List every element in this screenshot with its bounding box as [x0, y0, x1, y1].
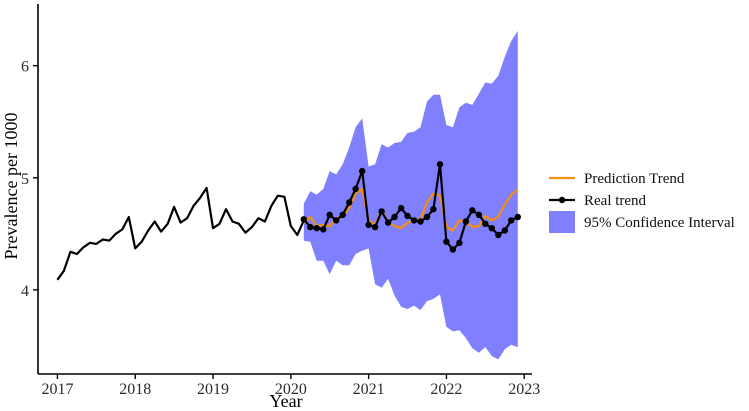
real-trend-point [495, 231, 502, 239]
x-tick-label: 2018 [119, 381, 151, 398]
real-trend-point [326, 211, 333, 218]
real-trend-point [333, 217, 340, 224]
x-tick-label: 2020 [275, 381, 307, 398]
confidence-interval-band [303, 30, 518, 360]
x-tick-label: 2017 [41, 381, 73, 398]
real-trend-point [488, 225, 495, 232]
real-trend-point [410, 217, 418, 224]
legend-label-prediction-trend: Prediction Trend [584, 171, 685, 187]
x-tick-label: 2022 [430, 381, 462, 398]
real-trend-point [430, 206, 437, 213]
legend-item-confidence-interval: 95% Confidence Interval [549, 211, 735, 233]
legend: Prediction Trend Real trend 95% Confiden… [549, 171, 735, 233]
real-trend-point [384, 219, 392, 226]
real-trend-point [501, 227, 508, 234]
real-trend-point [469, 207, 476, 214]
legend-label-real-trend: Real trend [584, 193, 647, 209]
real-trend-point [352, 185, 359, 193]
y-tick-label: 4 [21, 283, 29, 300]
real-trend-point [514, 213, 521, 221]
real-trend-point [307, 223, 314, 231]
real-trend-point [346, 199, 353, 206]
real-trend-point [313, 225, 320, 232]
x-tick-label: 2023 [508, 381, 540, 398]
real-trend-point [359, 167, 366, 175]
x-axis-title: Year [269, 391, 302, 411]
real-trend-point [436, 161, 444, 168]
x-axis-ticks: 2017 2018 2019 2020 2021 2022 2023 [41, 374, 540, 398]
real-trend-point [417, 218, 424, 225]
real-trend-point [449, 246, 457, 253]
legend-label-confidence-interval: 95% Confidence Interval [584, 215, 735, 231]
legend-real-point-key [558, 196, 566, 204]
x-tick-label: 2019 [197, 381, 229, 398]
real-trend-point [371, 223, 379, 231]
y-axis-title: Prevalence per 1000 [1, 113, 21, 260]
real-trend-point [508, 217, 515, 224]
real-trend-point [300, 216, 307, 223]
real-trend-point [378, 208, 385, 215]
real-trend-point [456, 239, 463, 246]
real-trend-point [482, 220, 489, 227]
real-trend-point [462, 218, 470, 225]
real-trend-point [443, 238, 450, 245]
real-trend-line [302, 163, 519, 251]
y-axis-ticks: 4 5 6 [21, 59, 38, 300]
real-trend-points [300, 161, 521, 253]
y-tick-label: 5 [21, 171, 29, 188]
real-trend-point [320, 226, 327, 233]
real-trend-point [475, 211, 483, 218]
y-tick-label: 6 [21, 59, 29, 76]
real-trend-point [397, 204, 405, 212]
legend-ci-swatch [549, 211, 575, 233]
plot-area [56, 30, 521, 360]
historical-trend-line [56, 186, 305, 281]
legend-item-real-trend: Real trend [549, 193, 647, 209]
real-trend-point [339, 211, 346, 218]
real-trend-point [365, 221, 372, 229]
real-trend-point [423, 213, 431, 221]
real-trend-point [391, 213, 398, 221]
x-tick-label: 2021 [353, 381, 385, 398]
real-trend-point [404, 212, 411, 220]
legend-item-prediction-trend: Prediction Trend [549, 171, 685, 187]
